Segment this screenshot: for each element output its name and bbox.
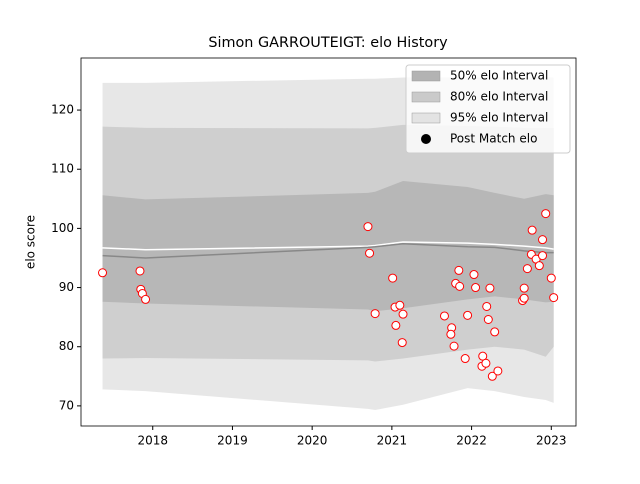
legend-swatch: [411, 70, 441, 82]
match-point: [98, 268, 108, 278]
match-point: [538, 251, 548, 261]
match-point: [519, 283, 529, 293]
x-tick-label: 2018: [137, 434, 168, 448]
legend: 50% elo Interval 80% elo Interval 95% elo …: [405, 64, 571, 154]
match-point: [522, 264, 532, 274]
match-point: [439, 311, 449, 321]
match-point: [388, 273, 398, 283]
match-point: [549, 293, 559, 303]
match-point: [527, 225, 537, 235]
legend-marker: [421, 134, 431, 144]
match-point: [534, 261, 544, 271]
match-point: [446, 329, 456, 339]
match-point: [469, 270, 479, 280]
match-point: [363, 222, 373, 232]
match-point: [481, 358, 491, 368]
match-point: [487, 371, 497, 381]
y-tick-label: 70: [59, 398, 74, 412]
match-point: [463, 310, 473, 320]
match-point: [398, 309, 408, 319]
match-point: [546, 273, 556, 283]
chart-title: Simon GARROUTEIGT: elo History: [208, 35, 448, 51]
match-point: [395, 300, 405, 310]
legend-label: 95% elo Interval: [450, 111, 548, 125]
match-point: [538, 235, 548, 245]
legend-label: 50% elo Interval: [450, 69, 548, 83]
elo-line: [102, 241, 554, 251]
match-point: [485, 283, 495, 293]
match-point: [541, 209, 551, 219]
match-point: [460, 354, 470, 364]
match-point: [391, 320, 401, 330]
plot-frame: [80, 57, 577, 427]
match-point: [365, 248, 375, 258]
match-point: [519, 293, 529, 303]
x-tick-label: 2022: [456, 434, 487, 448]
match-point: [483, 315, 493, 325]
match-point: [493, 366, 503, 376]
legend-label: Post Match elo: [450, 132, 537, 146]
x-tick-label: 2019: [217, 434, 248, 448]
match-point: [454, 265, 464, 275]
y-tick-label: 120: [51, 103, 74, 117]
match-point: [471, 283, 481, 293]
match-point: [135, 266, 145, 276]
x-tick-label: 2020: [297, 434, 328, 448]
legend-swatch: [411, 112, 441, 124]
legend-swatch: [411, 91, 441, 103]
legend-label: 80% elo Interval: [450, 90, 548, 104]
match-point: [370, 309, 380, 319]
match-point: [482, 301, 492, 311]
match-point: [455, 281, 465, 291]
match-point: [141, 294, 151, 304]
y-tick-label: 80: [59, 339, 74, 353]
y-tick-label: 90: [59, 280, 74, 294]
legend-frame: [405, 64, 571, 154]
match-point: [397, 338, 407, 348]
y-axis-label: elo score: [24, 215, 38, 269]
x-tick-label: 2023: [536, 434, 567, 448]
match-point: [449, 341, 459, 351]
x-tick-label: 2021: [377, 434, 408, 448]
match-point: [490, 327, 500, 337]
y-tick-label: 110: [51, 162, 74, 176]
y-tick-label: 100: [51, 221, 74, 235]
